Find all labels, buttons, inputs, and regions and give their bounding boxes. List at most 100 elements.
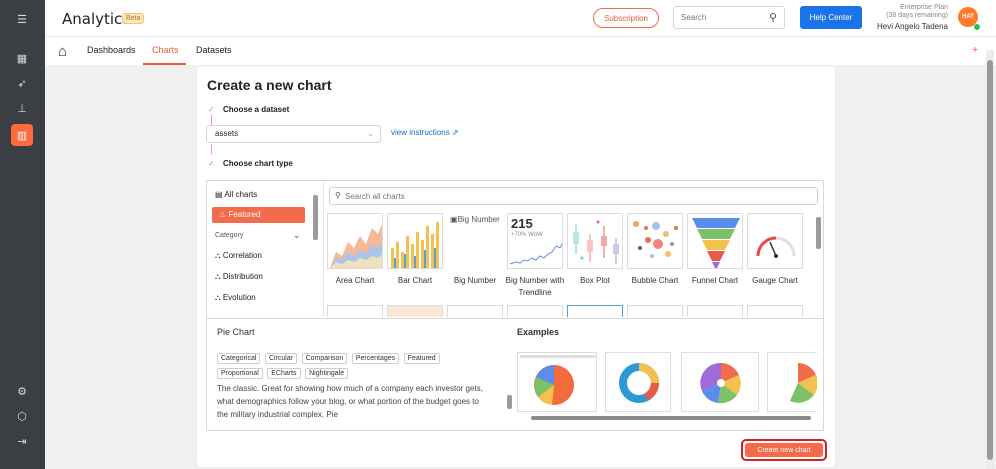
thumb-label: Bubble Chart (631, 276, 679, 285)
tag: ECharts (267, 368, 301, 379)
thumb-box-plot[interactable] (567, 213, 623, 269)
examples-list (517, 352, 817, 414)
thumb-next-row[interactable] (387, 305, 443, 317)
dashboard-icon[interactable]: ▦ (16, 52, 28, 65)
thumb-area-chart[interactable] (327, 213, 383, 269)
chevron-down-icon[interactable]: ⌄ (293, 230, 301, 240)
description-scrollbar[interactable] (507, 395, 512, 409)
thumb-label: Funnel Chart (691, 276, 739, 285)
help-center-button[interactable]: Help Center (800, 6, 862, 29)
thumb-next-row[interactable] (687, 305, 743, 317)
category-label: Evolution (222, 293, 256, 302)
user-name[interactable]: Hevi Angelo Tadena (876, 22, 948, 31)
tag-list: Categorical Circular Comparison Percenta… (217, 352, 457, 382)
broken-image-icon: ▣ (450, 215, 458, 224)
cube-icon[interactable]: ⬡ (17, 410, 27, 423)
thumb-funnel-chart[interactable] (687, 213, 743, 269)
category-correlation[interactable]: ⛬ Correlation (215, 251, 262, 261)
trendline-value: 215 (511, 216, 533, 231)
thumb-label: Box Plot (580, 276, 610, 285)
subscription-button[interactable]: Subscription (593, 8, 659, 28)
thumb-label: Bar Chart (397, 276, 433, 285)
sitemap-icon[interactable]: ⊥ (17, 102, 27, 115)
detail-description: The classic. Great for showing how much … (217, 384, 483, 419)
examples-scrollbar[interactable] (517, 415, 817, 421)
chart-gallery: ▤ All charts ♨ Featured Category ⌄ ⛬ Cor… (206, 180, 824, 431)
thumb-next-row[interactable] (747, 305, 803, 317)
thumb-gauge-chart[interactable] (747, 213, 803, 269)
example-thumb[interactable] (605, 352, 671, 412)
thumb-bubble-chart[interactable] (627, 213, 683, 269)
category-all-charts-label: All charts (224, 190, 258, 199)
thumb-big-number[interactable]: ▣Big Number (447, 213, 503, 269)
examples-title: Examples (517, 327, 560, 337)
category-heading: Category (215, 232, 244, 239)
chart-search-input[interactable] (345, 190, 805, 203)
avatar[interactable]: HAT (958, 7, 978, 27)
dataset-select[interactable]: assets ⌄ (206, 125, 381, 143)
add-button[interactable]: + (972, 45, 978, 56)
tab-dashboards[interactable]: Dashboards (87, 45, 136, 55)
example-thumb[interactable] (517, 352, 597, 412)
chart-icon: ⛬ (215, 293, 223, 302)
thumb-bar-chart[interactable] (387, 213, 443, 269)
beta-badge: Beta (122, 13, 145, 24)
category-scrollbar[interactable] (313, 195, 318, 240)
thumb-next-row[interactable] (567, 305, 623, 317)
logout-icon[interactable]: ⇥ (17, 435, 27, 448)
thumb-label: Big Number (453, 276, 497, 285)
category-list: ▤ All charts ♨ Featured Category ⌄ ⛬ Cor… (207, 181, 324, 317)
example-thumb[interactable] (681, 352, 759, 412)
step-choose-dataset: Choose a dataset (223, 105, 290, 114)
thumb-label: Area Chart (335, 276, 375, 285)
thumb-big-number-trendline[interactable]: 215 +70% WoW (507, 213, 563, 269)
top-search[interactable]: ⚲ (673, 6, 785, 29)
left-rail: ☰ ▦ ➶ ⊥ ▥ ⚙ ⬡ ⇥ (0, 0, 45, 469)
thumb-next-row[interactable] (447, 305, 503, 317)
create-new-chart-button[interactable]: Create new chart (741, 439, 827, 461)
search-icon[interactable]: ⚲ (768, 12, 777, 24)
category-label: Correlation (222, 251, 262, 260)
chart-icon: ⛬ (215, 251, 223, 260)
tab-datasets[interactable]: Datasets (196, 45, 232, 55)
gear-icon[interactable]: ⚙ (17, 385, 27, 398)
trendline-delta: +70% WoW (511, 232, 543, 238)
step-connector (211, 144, 212, 154)
chart-icon: ⛬ (215, 272, 223, 281)
chart-search[interactable]: ⚲ (329, 187, 818, 205)
category-evolution[interactable]: ⛬ Evolution (215, 293, 256, 303)
list-icon: ▤ (215, 190, 225, 199)
tag: Comparison (301, 353, 348, 364)
check-icon: ✓ (208, 159, 215, 168)
plan-info: Enterprise Plan (38 days remaining) (886, 4, 948, 20)
tab-charts[interactable]: Charts (152, 45, 179, 55)
home-icon[interactable]: ⌂ (58, 43, 68, 60)
dataset-value: assets (215, 129, 239, 138)
search-input[interactable] (674, 7, 759, 28)
tag: Nightingale (305, 368, 349, 379)
chart-thumbnails: Area Chart Bar Chart (327, 213, 817, 317)
tag: Featured (403, 353, 440, 364)
rocket-icon[interactable]: ➶ (17, 77, 27, 90)
gallery-scrollbar[interactable] (816, 207, 822, 317)
category-featured[interactable]: ♨ Featured (212, 207, 305, 223)
menu-icon[interactable]: ☰ (17, 13, 27, 26)
category-distribution[interactable]: ⛬ Distribution (215, 272, 263, 282)
thumb-label: Gauge Chart (752, 276, 798, 285)
category-all-charts[interactable]: ▤ All charts (215, 190, 257, 199)
online-status-dot (974, 24, 980, 30)
view-instructions-link[interactable]: view instructions ⇗ (391, 128, 459, 137)
chevron-down-icon: ⌄ (367, 129, 374, 138)
page-scrollbar[interactable] (986, 50, 994, 469)
thumb-next-row[interactable] (507, 305, 563, 317)
plan-remaining: (38 days remaining) (886, 12, 948, 19)
thumb-next-row[interactable] (327, 305, 383, 317)
step-connector (211, 115, 212, 125)
chart-icon[interactable]: ▥ (11, 124, 33, 146)
example-thumb[interactable] (767, 352, 817, 412)
top-bar: Analytics Beta Subscription ⚲ Help Cente… (45, 0, 996, 37)
tab-bar: ⌂ Dashboards Charts Datasets + (45, 37, 996, 65)
step-choose-chart-type: Choose chart type (223, 159, 293, 168)
big-number-alt-text: Big Number (457, 215, 500, 224)
thumb-next-row[interactable] (627, 305, 683, 317)
